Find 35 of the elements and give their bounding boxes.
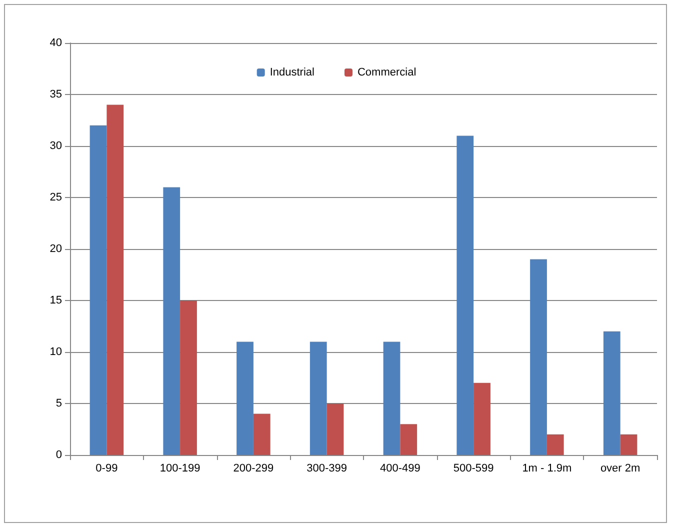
bar	[106, 104, 124, 455]
bar	[530, 259, 547, 455]
bar	[456, 136, 474, 455]
bar	[90, 125, 107, 455]
y-tick-label: 25	[50, 192, 62, 204]
y-tick-label: 20	[50, 243, 62, 255]
x-tick-label: 400-499	[380, 462, 420, 474]
x-tick-label: 100-199	[160, 462, 200, 474]
x-tick-label: 0-99	[96, 462, 118, 474]
bar	[383, 342, 400, 455]
y-tick-label: 15	[50, 294, 62, 306]
x-tick-label: over 2m	[600, 462, 640, 474]
bar	[163, 187, 180, 455]
x-tick-label: 500-599	[453, 462, 494, 474]
bar	[603, 331, 620, 455]
legend-label: Commercial	[357, 66, 416, 78]
x-tick-label: 200-299	[233, 462, 274, 474]
bar	[253, 414, 270, 455]
bar	[236, 342, 254, 455]
x-tick-label: 300-399	[306, 462, 347, 474]
y-tick-label: 0	[56, 449, 62, 461]
y-tick-label: 5	[56, 398, 62, 410]
bar	[180, 300, 197, 455]
x-tick-label: 1m - 1.9m	[522, 462, 572, 474]
bar	[546, 434, 564, 455]
y-tick-label: 40	[50, 37, 62, 49]
bar	[310, 342, 327, 455]
legend-label: Industrial	[270, 66, 314, 78]
y-tick-label: 10	[50, 346, 62, 358]
bar	[474, 382, 490, 455]
y-tick-label: 30	[50, 140, 62, 152]
y-tick-label: 35	[50, 88, 62, 100]
bar	[400, 424, 418, 455]
bar	[620, 434, 638, 455]
bar	[326, 404, 344, 455]
